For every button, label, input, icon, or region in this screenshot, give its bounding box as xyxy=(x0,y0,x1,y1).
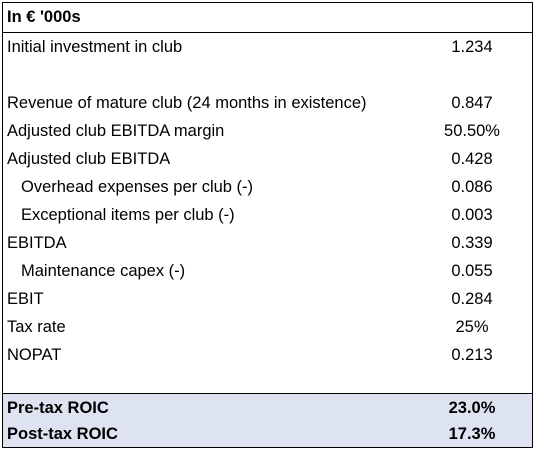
summary-divider xyxy=(3,393,532,395)
row-label: Pre-tax ROIC xyxy=(7,398,109,417)
row-tax-rate: Tax rate 25% xyxy=(3,313,532,341)
row-value: 0.428 xyxy=(451,149,493,168)
row-value: 1.234 xyxy=(451,37,493,56)
row-value: 17.3% xyxy=(448,425,496,443)
row-value: 0.213 xyxy=(451,345,493,364)
row-exceptional: Exceptional items per club (-) 0.003 xyxy=(3,201,532,229)
row-value: 0.003 xyxy=(451,205,493,224)
row-value: 0.086 xyxy=(451,177,493,196)
row-label: EBITDA xyxy=(7,233,67,252)
row-label: Maintenance capex (-) xyxy=(21,261,186,280)
row-pre-tax-roic: Pre-tax ROIC 23.0% xyxy=(3,394,532,422)
row-value: 23.0% xyxy=(448,398,496,417)
row-label: Post-tax ROIC xyxy=(7,425,118,443)
row-label: Revenue of mature club (24 months in exi… xyxy=(7,93,367,112)
row-label: Overhead expenses per club (-) xyxy=(21,177,254,196)
row-label: Exceptional items per club (-) xyxy=(21,205,235,224)
row-ebit: EBIT 0.284 xyxy=(3,285,532,313)
row-value: 25% xyxy=(455,317,489,336)
row-value: 0.055 xyxy=(451,261,493,280)
row-label: Tax rate xyxy=(7,317,66,336)
row-overhead: Overhead expenses per club (-) 0.086 xyxy=(3,173,532,201)
header-title: In € '000s xyxy=(7,8,81,26)
row-nopat: NOPAT 0.213 xyxy=(3,341,532,369)
row-ebitda: EBITDA 0.339 xyxy=(3,229,532,257)
row-adjusted-ebitda: Adjusted club EBITDA 0.428 xyxy=(3,145,532,173)
row-value: 50.50% xyxy=(444,121,500,140)
row-maintenance-capex: Maintenance capex (-) 0.055 xyxy=(3,257,532,285)
row-label: Adjusted club EBITDA margin xyxy=(7,121,225,140)
table-header: In € '000s xyxy=(3,3,532,33)
row-label: EBIT xyxy=(7,289,44,308)
row-initial-investment: Initial investment in club 1.234 xyxy=(3,33,532,61)
row-value: 0.284 xyxy=(451,289,493,308)
row-label: Initial investment in club xyxy=(7,37,183,56)
row-label: NOPAT xyxy=(7,345,62,364)
row-value: 0.339 xyxy=(451,233,493,252)
row-ebitda-margin: Adjusted club EBITDA margin 50.50% xyxy=(3,117,532,145)
row-label: Adjusted club EBITDA xyxy=(7,149,171,168)
row-value: 0.847 xyxy=(451,93,493,112)
row-revenue: Revenue of mature club (24 months in exi… xyxy=(3,89,532,117)
row-post-tax-roic: Post-tax ROIC 17.3% xyxy=(3,422,532,447)
